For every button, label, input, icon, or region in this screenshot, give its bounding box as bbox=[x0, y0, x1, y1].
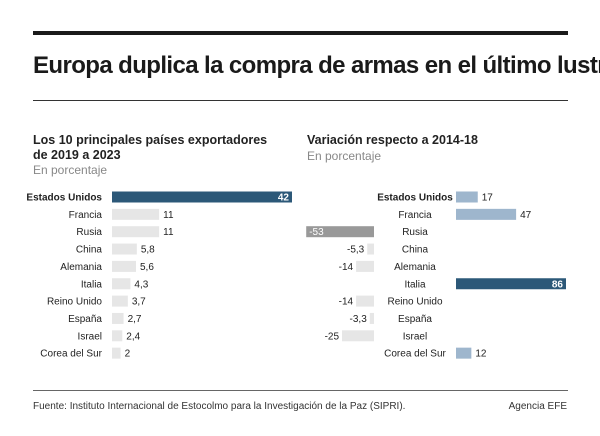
left-bar-francia bbox=[112, 208, 160, 220]
left-value-label-corea-del-sur: 2 bbox=[125, 349, 131, 360]
right-category-label-estados-unidos: Estados Unidos bbox=[377, 193, 453, 204]
left-category-label-espana: España bbox=[68, 314, 102, 325]
left-value-label-italia: 4,3 bbox=[134, 279, 148, 290]
right-value-label-alemania: -14 bbox=[339, 262, 354, 273]
title-rule bbox=[33, 100, 568, 101]
left-category-label-rusia: Rusia bbox=[76, 227, 102, 238]
right-value-label-italia: 86 bbox=[552, 279, 564, 290]
right-subtitle: Variación respecto a 2014-18 bbox=[307, 133, 478, 147]
right-value-label-francia: 47 bbox=[520, 210, 532, 221]
left-value-label-reino-unido: 3,7 bbox=[132, 297, 146, 308]
right-unit: En porcentaje bbox=[307, 149, 382, 163]
footer-rule bbox=[33, 390, 568, 391]
right-bar-estados-unidos bbox=[456, 191, 478, 203]
left-category-label-israel: Israel bbox=[78, 331, 102, 342]
left-bar-china bbox=[112, 243, 137, 255]
right-bar-rusia bbox=[306, 226, 374, 238]
left-category-label-francia: Francia bbox=[69, 210, 103, 221]
left-value-label-china: 5,8 bbox=[141, 245, 155, 256]
left-unit: En porcentaje bbox=[33, 163, 108, 177]
left-bar-israel bbox=[112, 330, 123, 342]
left-value-label-alemania: 5,6 bbox=[140, 262, 154, 273]
left-subtitle-line2: de 2019 a 2023 bbox=[33, 148, 121, 162]
right-category-label-alemania: Alemania bbox=[394, 262, 436, 273]
right-bar-corea-del-sur bbox=[456, 347, 472, 359]
right-category-label-rusia: Rusia bbox=[402, 227, 428, 238]
right-bar-israel bbox=[342, 330, 374, 342]
right-category-label-italia: Italia bbox=[404, 279, 426, 290]
right-category-label-china: China bbox=[402, 245, 429, 256]
source-note: Fuente: Instituto Internacional de Estoc… bbox=[33, 401, 406, 412]
left-bar-corea-del-sur bbox=[112, 347, 121, 359]
left-category-label-estados-unidos: Estados Unidos bbox=[26, 193, 102, 204]
top-rule bbox=[33, 31, 568, 35]
right-category-label-espana: España bbox=[398, 314, 432, 325]
left-bar-espana bbox=[112, 312, 124, 324]
left-value-label-israel: 2,4 bbox=[126, 331, 140, 342]
left-value-label-francia: 11 bbox=[163, 210, 174, 221]
right-value-label-china: -5,3 bbox=[347, 245, 365, 256]
right-value-label-espana: -3,3 bbox=[350, 314, 368, 325]
left-bar-reino-unido bbox=[112, 295, 128, 307]
left-category-label-alemania: Alemania bbox=[60, 262, 102, 273]
left-bar-italia bbox=[112, 278, 131, 290]
right-bar-italia bbox=[456, 278, 566, 290]
left-value-label-espana: 2,7 bbox=[128, 314, 142, 325]
right-value-label-corea-del-sur: 12 bbox=[475, 349, 487, 360]
right-value-label-israel: -25 bbox=[325, 331, 340, 342]
left-value-label-rusia: 11 bbox=[163, 227, 174, 238]
right-category-label-francia: Francia bbox=[398, 210, 432, 221]
left-category-label-reino-unido: Reino Unido bbox=[47, 297, 102, 308]
right-bar-alemania bbox=[356, 260, 374, 272]
left-bar-alemania bbox=[112, 260, 136, 272]
left-subtitle: Los 10 principales países exportadores d… bbox=[33, 133, 267, 163]
right-category-label-corea-del-sur: Corea del Sur bbox=[384, 349, 446, 360]
left-value-label-estados-unidos: 42 bbox=[278, 193, 290, 204]
right-value-label-rusia: -53 bbox=[309, 227, 324, 238]
right-category-label-reino-unido: Reino Unido bbox=[387, 297, 442, 308]
right-bar-china bbox=[367, 243, 374, 255]
left-subtitle-line1: Los 10 principales países exportadores bbox=[33, 133, 268, 147]
left-category-label-china: China bbox=[76, 245, 103, 256]
right-bar-francia bbox=[456, 208, 517, 220]
right-value-label-reino-unido: -14 bbox=[339, 297, 354, 308]
right-bar-reino-unido bbox=[356, 295, 374, 307]
agency-credit: Agencia EFE bbox=[508, 401, 567, 412]
left-category-label-italia: Italia bbox=[81, 279, 103, 290]
left-bar-estados-unidos bbox=[112, 191, 292, 203]
left-category-label-corea-del-sur: Corea del Sur bbox=[40, 349, 102, 360]
left-bar-rusia bbox=[112, 226, 160, 238]
chart-title: Europa duplica la compra de armas en el … bbox=[33, 52, 600, 79]
right-bar-espana bbox=[369, 312, 374, 324]
right-category-label-israel: Israel bbox=[403, 331, 427, 342]
right-value-label-estados-unidos: 17 bbox=[482, 193, 494, 204]
